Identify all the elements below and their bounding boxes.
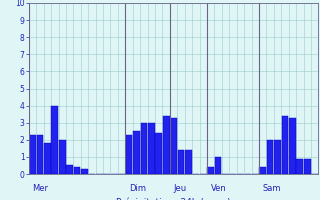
- Text: Sam: Sam: [263, 184, 281, 193]
- Bar: [140, 123, 147, 174]
- Bar: [148, 123, 155, 174]
- Bar: [29, 135, 36, 174]
- Bar: [81, 169, 88, 174]
- Bar: [133, 131, 140, 174]
- Bar: [304, 159, 311, 174]
- Bar: [185, 150, 192, 174]
- Bar: [36, 135, 43, 174]
- Bar: [282, 116, 288, 174]
- Bar: [207, 167, 214, 174]
- Text: Jeu: Jeu: [173, 184, 187, 193]
- Bar: [274, 140, 281, 174]
- Bar: [156, 133, 162, 174]
- Bar: [178, 150, 184, 174]
- Bar: [59, 140, 66, 174]
- Bar: [215, 157, 221, 174]
- Bar: [66, 165, 73, 174]
- Bar: [260, 167, 266, 174]
- Text: Dim: Dim: [129, 184, 146, 193]
- Bar: [163, 116, 170, 174]
- Bar: [267, 140, 274, 174]
- Bar: [52, 106, 58, 174]
- Bar: [74, 167, 80, 174]
- Bar: [126, 135, 132, 174]
- Bar: [297, 159, 303, 174]
- Bar: [289, 118, 296, 174]
- Text: Ven: Ven: [211, 184, 227, 193]
- Bar: [44, 143, 51, 174]
- Text: Mer: Mer: [33, 184, 49, 193]
- Text: Précipitations 24h ( mm ): Précipitations 24h ( mm ): [116, 198, 231, 200]
- Bar: [170, 118, 177, 174]
